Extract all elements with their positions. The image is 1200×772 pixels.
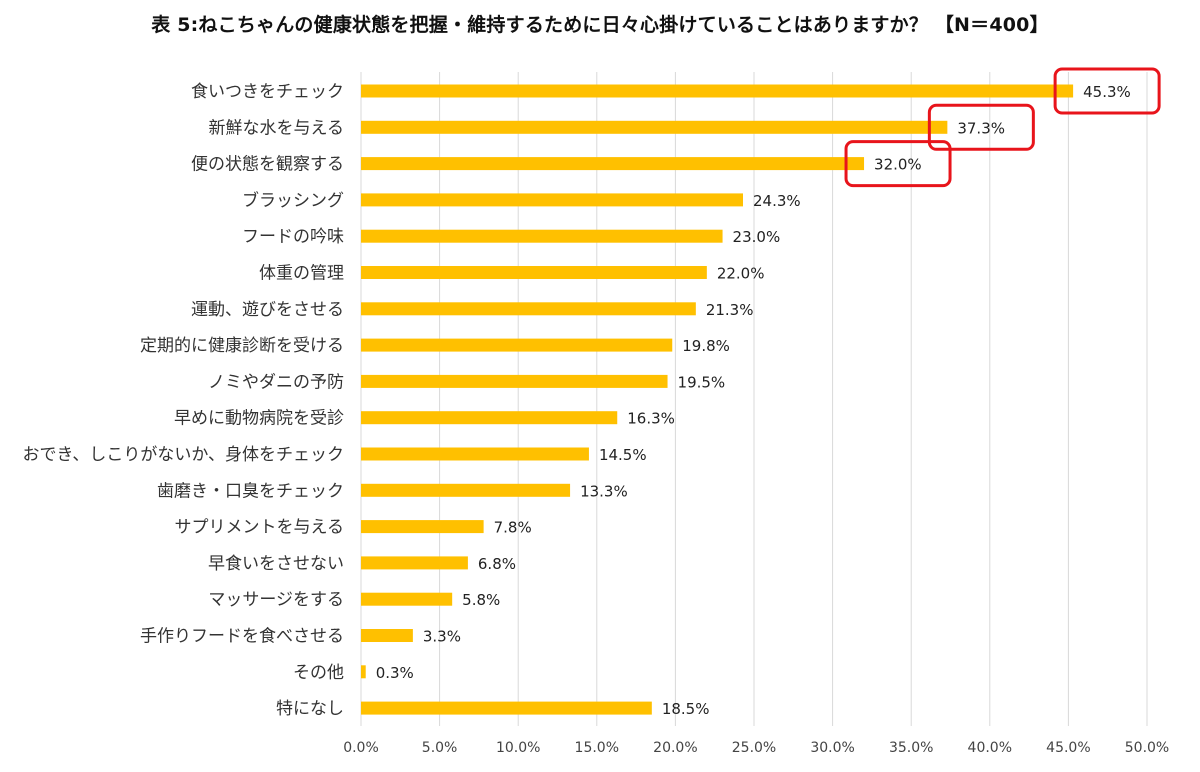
category-label: その他 [293,663,344,683]
category-label: サプリメントを与える [175,518,345,538]
category-label: ノミやダニの予防 [208,372,344,392]
category-label: 運動、遊びをさせる [191,300,344,320]
bar [361,84,1074,98]
category-label: フードの吟味 [242,227,344,247]
bar [361,520,484,534]
bar [361,302,696,316]
value-label: 24.3% [753,192,801,210]
bar [361,120,948,134]
bar [361,629,413,642]
value-label: 14.5% [599,446,647,464]
value-label: 5.8% [462,591,500,609]
bar [361,157,865,171]
value-label: 22.0% [717,265,765,283]
bar [361,447,589,461]
bar [361,229,723,243]
category-label: 食いつきをチェック [191,82,344,102]
bar [361,411,618,425]
category-label: マッサージをする [208,590,344,610]
x-tick-label: 25.0% [732,740,776,756]
value-label: 23.0% [733,228,781,246]
category-label: 早めに動物病院を受診 [174,409,344,429]
category-label: 新鮮な水を与える [209,118,345,138]
value-label: 32.0% [874,156,922,174]
bar [361,483,571,497]
highlight-box [927,103,1035,151]
category-label: 定期的に健康診断を受ける [140,336,344,356]
x-tick-label: 10.0% [496,740,540,756]
bar [361,193,743,207]
category-label: おでき、しこりがないか、身体をチェック [23,445,344,465]
value-label: 37.3% [957,119,1005,137]
x-tick-label: 20.0% [653,740,697,756]
x-tick-label: 40.0% [968,740,1012,756]
bar [361,701,652,715]
category-label: 歯磨き・口臭をチェック [157,481,344,501]
value-label: 19.5% [678,373,726,391]
category-label: 早食いをさせない [208,554,344,574]
value-label: 18.5% [662,700,710,718]
chart-title: 表 5:ねこちゃんの健康状態を把握・維持するために日々心掛けていることはあります… [151,14,1049,36]
bar [361,374,668,388]
category-label: 特になし [276,699,344,719]
value-label: 45.3% [1083,83,1131,101]
value-label: 21.3% [706,301,754,319]
bar [361,266,707,279]
bar [361,592,453,606]
highlight-box [844,140,952,188]
x-tick-label: 0.0% [343,740,379,756]
category-label: ブラッシング [242,190,344,211]
category-label: 手作りフードを食べさせる [140,627,344,647]
bar [361,338,673,352]
value-label: 3.3% [423,628,461,646]
value-label: 0.3% [376,664,414,682]
highlight-box [1053,67,1161,115]
x-tick-label: 45.0% [1046,740,1090,756]
category-label: 便の状態を観察する [191,155,344,175]
x-tick-label: 30.0% [810,740,854,756]
x-tick-label: 5.0% [422,740,458,756]
value-label: 16.3% [627,410,675,428]
category-label: 体重の管理 [259,264,344,284]
x-tick-label: 35.0% [889,740,933,756]
value-label: 6.8% [478,555,516,573]
x-tick-label: 50.0% [1125,740,1169,756]
value-label: 13.3% [580,482,628,500]
value-label: 7.8% [494,519,532,537]
bar [361,556,468,570]
x-tick-label: 15.0% [575,740,619,756]
bar [361,665,366,679]
value-label: 19.8% [682,337,730,355]
